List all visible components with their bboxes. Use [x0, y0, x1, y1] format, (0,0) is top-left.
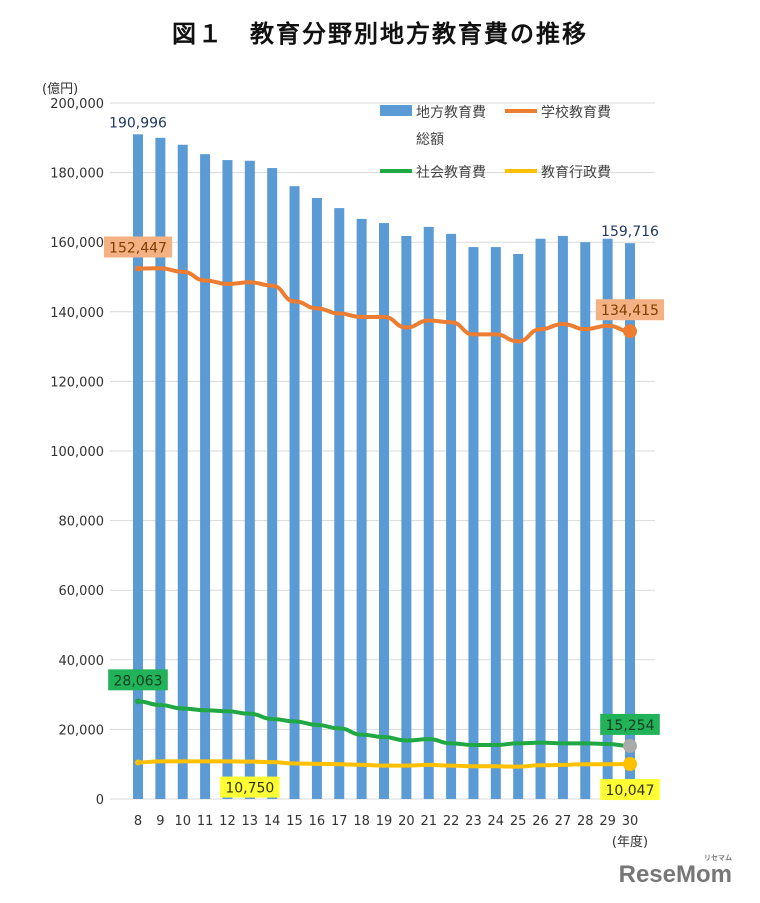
y-tick-label: 180,000 — [50, 167, 104, 182]
bar — [535, 238, 546, 800]
data-point — [623, 757, 637, 772]
y-tick-label: 160,000 — [50, 236, 104, 251]
y-unit-label: (億円) — [42, 81, 78, 97]
data-point — [623, 738, 637, 753]
bar — [177, 144, 188, 799]
x-tick-label: 13 — [242, 814, 259, 829]
y-tick-label: 120,000 — [50, 375, 104, 390]
bar — [468, 247, 479, 799]
legend-label: 総額 — [416, 132, 444, 148]
data-label: 159,716 — [601, 224, 659, 240]
chart-title: 図１ 教育分野別地方教育費の推移 — [172, 20, 588, 48]
data-label: 190,996 — [109, 115, 167, 131]
data-label: 134,415 — [601, 303, 659, 319]
data-point — [135, 759, 141, 766]
x-unit-label: (年度) — [612, 834, 648, 850]
x-tick-label: 24 — [488, 814, 505, 829]
y-tick-label: 40,000 — [59, 654, 105, 669]
x-tick-label: 28 — [577, 814, 594, 829]
x-tick-label: 25 — [510, 814, 527, 829]
x-tick-label: 11 — [197, 814, 214, 829]
data-label-bg — [595, 299, 665, 321]
bar — [244, 160, 255, 799]
data-label: 10,047 — [606, 783, 655, 799]
data-point — [623, 324, 637, 339]
legend-label: 地方教育費 — [416, 105, 486, 121]
x-tick-label: 21 — [420, 814, 437, 829]
y-tick-label: 200,000 — [50, 97, 104, 112]
legend-swatch — [380, 105, 412, 116]
y-tick-label: 60,000 — [59, 584, 105, 599]
data-point — [135, 698, 141, 705]
y-tick-label: 100,000 — [50, 445, 104, 460]
bar — [401, 235, 412, 799]
x-tick-label: 16 — [309, 814, 326, 829]
bar — [379, 223, 389, 799]
data-label-bg — [600, 779, 660, 801]
bar — [557, 235, 568, 799]
bar — [423, 226, 434, 799]
x-tick-label: 20 — [398, 814, 415, 829]
bar — [602, 238, 613, 800]
resemom-watermark: ReseMom リセマム — [618, 855, 732, 889]
y-tick-label: 0 — [96, 793, 104, 808]
y-tick-label: 20,000 — [59, 723, 105, 738]
y-tick-label: 80,000 — [59, 515, 105, 530]
data-label-bg — [103, 236, 173, 258]
bar — [356, 218, 367, 799]
x-tick-label: 27 — [555, 814, 572, 829]
bar — [625, 243, 635, 799]
x-tick-label: 12 — [219, 814, 236, 829]
data-point — [135, 265, 141, 272]
data-label-bg — [220, 776, 280, 798]
x-tick-label: 14 — [264, 814, 281, 829]
legend-label: 教育行政費 — [541, 165, 611, 181]
x-tick-label: 10 — [174, 814, 191, 829]
x-tick-label: 30 — [622, 814, 639, 829]
watermark-ruby: リセマム — [704, 855, 732, 862]
legend-label: 学校教育費 — [541, 104, 611, 121]
bar — [155, 137, 166, 800]
bar — [267, 168, 278, 800]
series-line — [136, 759, 632, 769]
x-tick-label: 9 — [156, 814, 164, 829]
data-label-bg — [600, 713, 660, 735]
data-label: 28,063 — [114, 673, 163, 689]
x-tick-label: 8 — [134, 814, 142, 829]
series-line — [136, 699, 632, 748]
x-tick-label: 29 — [599, 814, 616, 829]
bar — [222, 160, 233, 799]
data-label-bg — [108, 669, 168, 691]
x-tick-label: 26 — [532, 814, 549, 829]
bar — [133, 134, 143, 799]
series-line — [136, 266, 632, 344]
bar — [490, 247, 501, 799]
data-label: 10,750 — [225, 781, 274, 797]
bar — [334, 208, 345, 799]
bar — [446, 233, 457, 799]
x-tick-label: 15 — [286, 814, 303, 829]
bar — [311, 198, 322, 799]
y-tick-label: 140,000 — [50, 306, 104, 321]
x-tick-label: 22 — [443, 814, 460, 829]
watermark-text: ReseMom — [618, 861, 732, 888]
bar — [200, 154, 211, 799]
legend-label: 社会教育費 — [416, 165, 486, 181]
bar — [513, 254, 524, 800]
bar — [580, 242, 591, 799]
data-label: 15,254 — [606, 718, 655, 734]
x-tick-label: 23 — [465, 814, 482, 829]
x-tick-label: 19 — [376, 814, 393, 829]
x-tick-label: 18 — [353, 814, 370, 829]
data-label: 152,447 — [109, 240, 167, 256]
bar — [289, 186, 300, 799]
x-tick-label: 17 — [331, 814, 348, 829]
